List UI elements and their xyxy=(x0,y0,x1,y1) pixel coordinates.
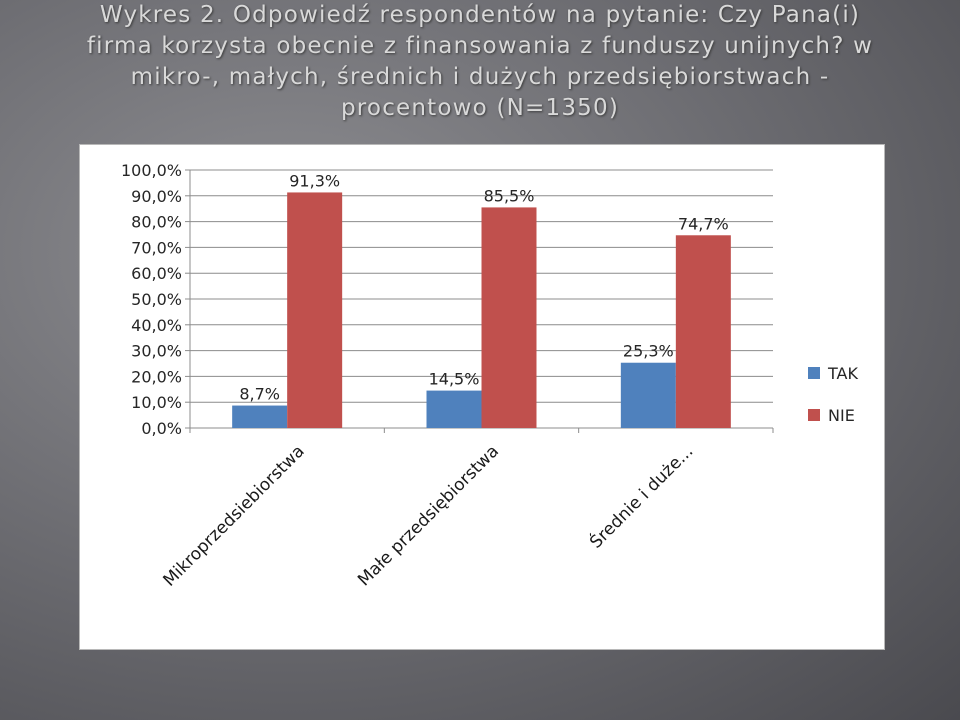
data-label: 74,7% xyxy=(678,214,729,233)
bar-tak xyxy=(426,390,482,428)
chart-panel: 0,0% 10,0% 20,0% 30,0% 40,0% 50,0% 60,0% 70,0% 8… xyxy=(79,144,885,650)
y-tick-label: 40,0% xyxy=(131,316,182,335)
slide-title: Wykres 2. Odpowiedź respondentów na pyta… xyxy=(20,0,940,124)
title-line-4: procentowo (N=1350) xyxy=(340,95,620,121)
bar-chart: 0,0% 10,0% 20,0% 30,0% 40,0% 50,0% 60,0% 70,0% 8… xyxy=(121,161,858,591)
legend-swatch-tak xyxy=(808,367,820,379)
y-tick-label: 100,0% xyxy=(121,161,182,180)
title-line-2: firma korzysta obecnie z finansowania z … xyxy=(86,33,874,59)
y-tick-label: 80,0% xyxy=(131,213,182,232)
y-tick-label: 10,0% xyxy=(131,393,182,412)
legend-label-nie: NIE xyxy=(828,406,855,425)
bar-nie xyxy=(287,192,343,428)
y-tick-label: 30,0% xyxy=(131,342,182,361)
y-tick-label: 0,0% xyxy=(141,419,182,438)
y-tick-label: 50,0% xyxy=(131,290,182,309)
y-tick-label: 90,0% xyxy=(131,187,182,206)
data-label: 91,3% xyxy=(289,171,340,190)
data-label: 85,5% xyxy=(484,186,535,205)
data-label: 25,3% xyxy=(623,342,674,361)
data-label: 14,5% xyxy=(429,370,480,389)
title-line-3: mikro-, małych, średnich i dużych przeds… xyxy=(130,64,830,90)
y-tick-label: 60,0% xyxy=(131,264,182,283)
category-label: Średnie i duże... xyxy=(585,440,698,553)
title-line-1: Wykres 2. Odpowiedź respondentów na pyta… xyxy=(99,2,861,28)
bar-tak xyxy=(232,405,288,428)
y-tick-label: 20,0% xyxy=(131,367,182,386)
category-label: Mikroprzedsiebiorstwa xyxy=(160,441,309,590)
bar-tak xyxy=(620,362,676,428)
y-tick-label: 70,0% xyxy=(131,238,182,257)
bar-nie xyxy=(481,207,537,428)
category-label: Małe przedsiębiorstwa xyxy=(354,441,503,590)
data-label: 8,7% xyxy=(239,385,280,404)
legend-label-tak: TAK xyxy=(827,364,858,383)
legend-swatch-nie xyxy=(808,409,820,421)
bar-nie xyxy=(675,235,731,428)
